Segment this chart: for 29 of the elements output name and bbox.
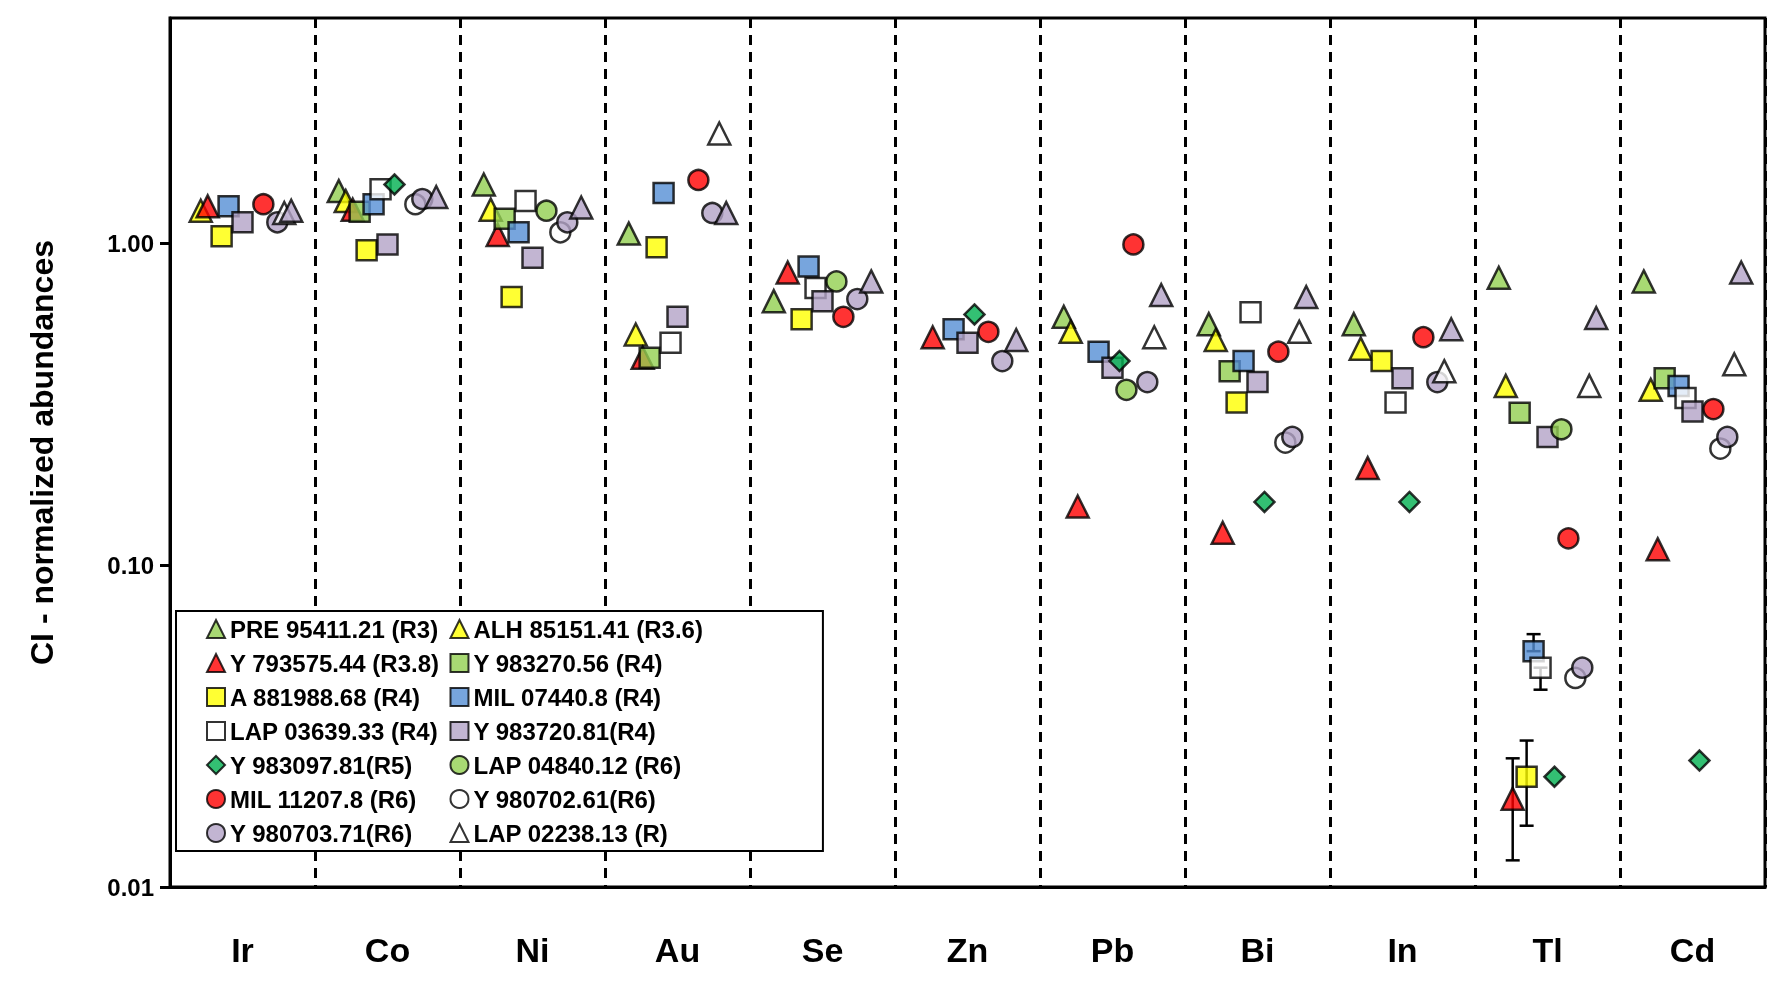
- x-tick-label: In: [1387, 931, 1418, 969]
- legend-label: Y 980702.61(R6): [473, 785, 656, 813]
- y-tick-label: 0.01: [107, 873, 154, 901]
- legend-label: Y 980703.71(R6): [230, 819, 413, 847]
- x-tick-label: Ir: [231, 931, 254, 969]
- legend-label: ALH 85151.41 (R3.6): [473, 615, 703, 643]
- x-tick-label: Co: [364, 931, 411, 969]
- y-tick-label: 1.00: [107, 229, 154, 257]
- legend-label: Y 983720.81(R4): [473, 717, 656, 745]
- y-axis-title: CI - normalized abundances: [24, 240, 60, 665]
- x-tick-label: Se: [801, 931, 844, 969]
- legend-label: Y 983270.56 (R4): [473, 649, 663, 677]
- x-tick-label: Pb: [1090, 931, 1135, 969]
- legend-label: LAP 03639.33 (R4): [230, 717, 438, 745]
- x-tick-label: Tl: [1532, 931, 1563, 969]
- legend-label: LAP 04840.12 (R6): [473, 751, 682, 779]
- legend-label: MIL 11207.8 (R6): [230, 785, 417, 813]
- legend-label: Y 983097.81(R5): [230, 751, 413, 779]
- x-tick-label: Bi: [1240, 931, 1275, 969]
- x-tick-label: Zn: [946, 931, 989, 969]
- legend-label: LAP 02238.13 (R): [473, 819, 668, 847]
- x-tick-label: Ni: [515, 931, 550, 969]
- legend-label: A 881988.68 (R4): [230, 683, 420, 711]
- legend-label: MIL 07440.8 (R4): [473, 683, 662, 711]
- x-tick-label: Au: [654, 931, 701, 969]
- legend-label: Y 793575.44 (R3.8): [230, 649, 440, 677]
- legend-label: PRE 95411.21 (R3): [230, 615, 439, 643]
- y-tick-label: 0.10: [107, 551, 154, 579]
- x-tick-label: Cd: [1669, 931, 1716, 969]
